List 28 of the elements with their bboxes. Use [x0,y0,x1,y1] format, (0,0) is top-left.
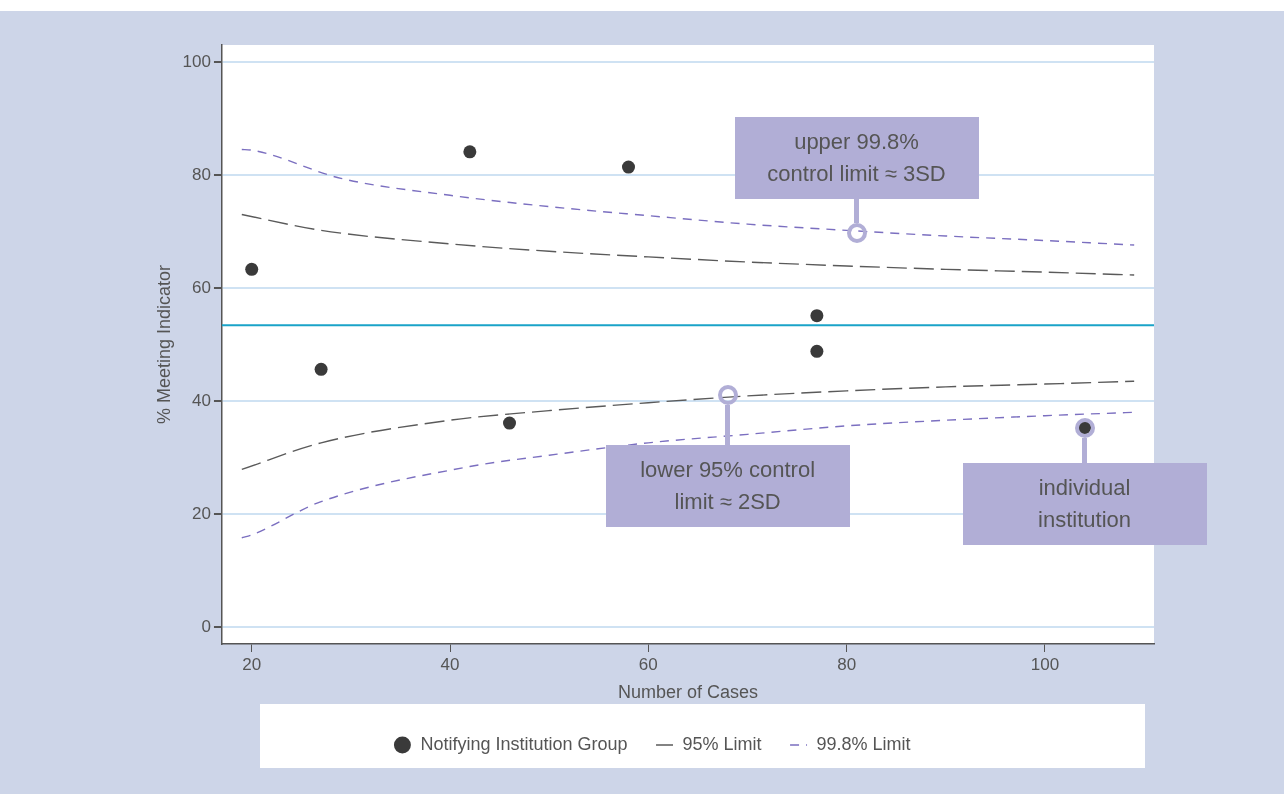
annotation: upper 99.8% control limit ≈ 3SD [767,127,946,188]
y-tick-label: 60 [192,277,211,297]
legend-label: 95% Limit [682,733,762,754]
line-series [241,411,1135,539]
point [463,145,477,159]
x-tick-label: 100 [1030,654,1060,674]
point [503,416,517,430]
y-tick-label: 0 [201,616,211,636]
point [621,160,635,174]
point [810,344,824,358]
x-axis-title: Number of Cases [617,682,759,703]
x-tick-label: 20 [242,654,262,674]
point [314,362,328,376]
x-tick-label: 40 [440,654,460,674]
x-tick-label: 80 [837,654,857,674]
annotation: lower 95% control limit ≈ 2SD [640,456,816,517]
line-series [241,213,1135,276]
y-axis-title: % Meeting Indicator [153,264,174,425]
legend-label: 99.8% Limit [816,733,911,754]
y-tick-label: 20 [192,503,211,523]
y-tick-label: 100 [182,51,211,71]
point [245,262,259,276]
annotation: individual institution [1038,473,1132,534]
y-tick-label: 80 [192,164,211,184]
point [810,309,824,323]
x-tick-label: 60 [638,654,658,674]
y-tick-label: 40 [192,390,211,410]
legend-label: Notifying Institution Group [420,733,628,754]
